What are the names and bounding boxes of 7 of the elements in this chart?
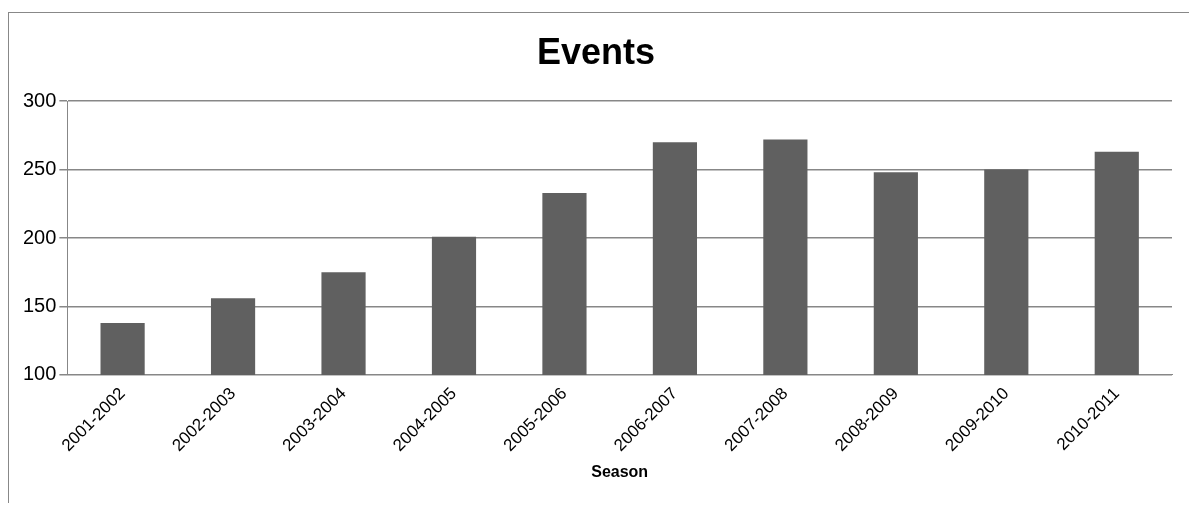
y-tick-label: 200 — [22, 225, 57, 248]
x-axis-title: Season — [591, 462, 649, 480]
y-tick-label: 150 — [22, 293, 57, 316]
y-tick-label: 100 — [22, 362, 57, 385]
chart-title: Events — [536, 30, 656, 72]
y-tick-label: 250 — [22, 157, 57, 180]
y-tick-label: 300 — [22, 88, 57, 111]
